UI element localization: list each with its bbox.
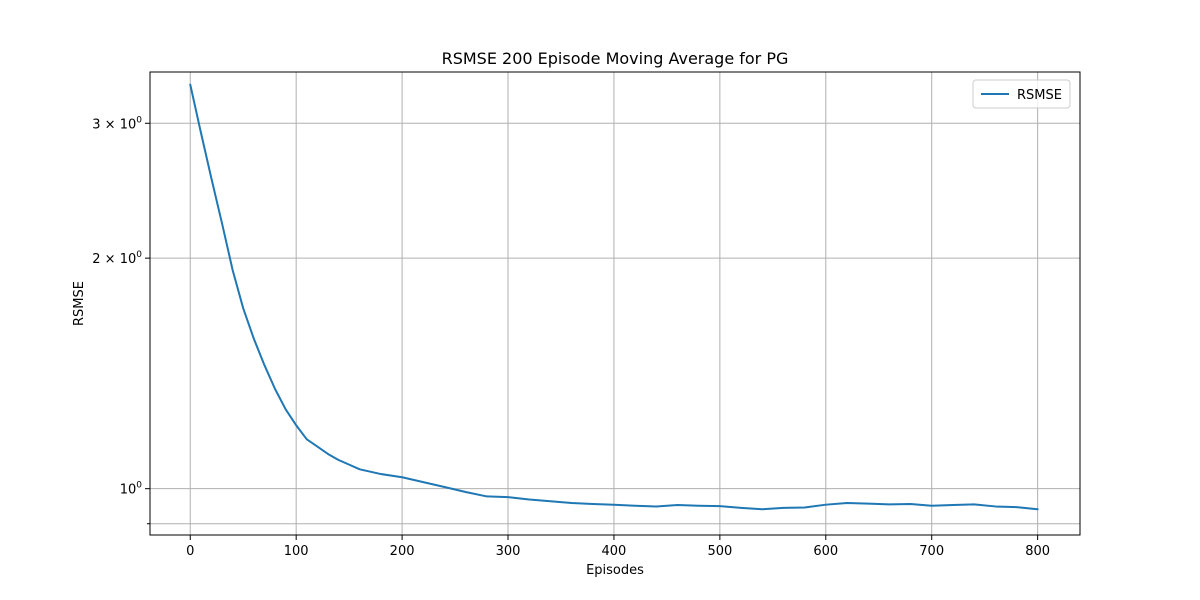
x-tick-label: 300 <box>496 544 521 559</box>
x-tick-label: 600 <box>813 544 838 559</box>
series-line-rsmse <box>189 83 1039 511</box>
y-tick-label: 3 × 100 <box>92 115 142 132</box>
x-tick-label: 500 <box>707 544 732 559</box>
y-tick-label: 100 <box>120 481 143 498</box>
legend-box <box>972 79 1071 109</box>
grid <box>150 72 1080 535</box>
x-tick-label: 700 <box>919 544 944 559</box>
y-axis-ticks: 100 2 × 100 3 × 100 <box>92 115 150 525</box>
legend-label-rsmse: RSMSE <box>1017 88 1062 103</box>
x-tick-label: 400 <box>602 544 627 559</box>
x-tick-label: 200 <box>390 544 415 559</box>
plot-area-frame <box>149 71 1081 536</box>
legend: RSMSE <box>972 79 1071 109</box>
x-tick-label: 800 <box>1025 544 1050 559</box>
y-tick-label: 2 × 100 <box>92 250 142 267</box>
x-axis-label: Episodes <box>586 563 644 578</box>
chart-title: RSMSE 200 Episode Moving Average for PG <box>442 49 789 68</box>
x-tick-label: 100 <box>284 544 309 559</box>
x-axis-ticks: 0 100 200 300 400 500 600 700 800 <box>186 535 1050 559</box>
series-layer <box>189 83 1039 511</box>
y-axis-label: RSMSE <box>72 281 87 326</box>
x-tick-label: 0 <box>186 544 194 559</box>
